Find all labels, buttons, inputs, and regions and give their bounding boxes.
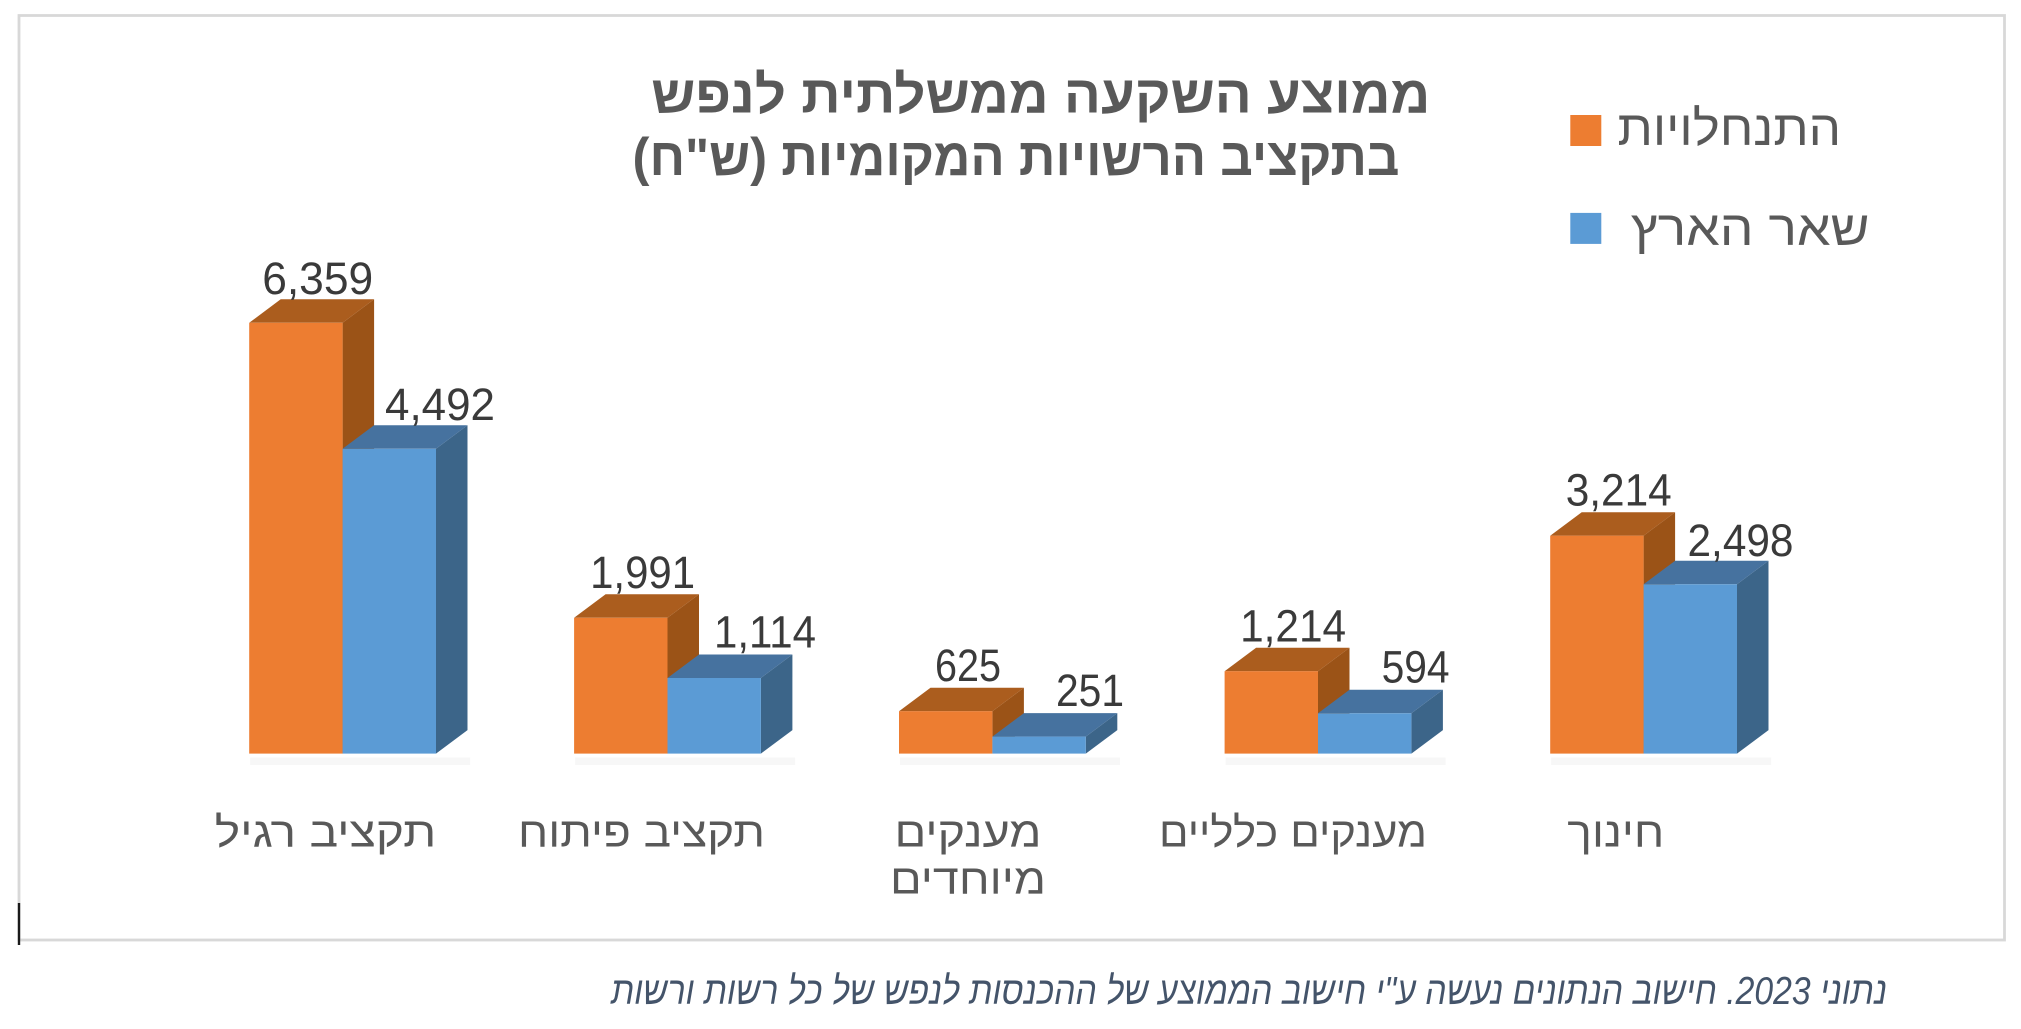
- svg-text:תקציב רגיל: תקציב רגיל: [215, 809, 437, 856]
- svg-text:התנחלויות: התנחלויות: [1618, 102, 1842, 156]
- svg-text:תקציב פיתוח: תקציב פיתוח: [518, 809, 765, 856]
- svg-text:4,492: 4,492: [385, 379, 495, 430]
- svg-text:מיוחדים: מיוחדים: [890, 856, 1046, 903]
- svg-text:שאר הארץ: שאר הארץ: [1631, 202, 1870, 256]
- svg-text:594: 594: [1382, 642, 1450, 693]
- svg-text:625: 625: [935, 640, 1001, 691]
- svg-text:מענקים כלליים: מענקים כלליים: [1159, 809, 1427, 856]
- svg-text:2,498: 2,498: [1688, 515, 1794, 566]
- svg-text:251: 251: [1056, 665, 1124, 716]
- svg-text:נתוני 2023. חישוב הנתונים נעשה: נתוני 2023. חישוב הנתונים נעשה ע"י חישוב…: [610, 970, 1887, 1013]
- svg-text:מענקים: מענקים: [895, 809, 1042, 856]
- svg-text:חינוך: חינוך: [1567, 809, 1664, 856]
- svg-text:1,214: 1,214: [1240, 601, 1346, 652]
- svg-text:1,991: 1,991: [590, 547, 695, 598]
- svg-text:3,214: 3,214: [1566, 465, 1672, 516]
- svg-text:6,359: 6,359: [262, 253, 373, 304]
- svg-text:בתקציב הרשויות המקומיות (ש"ח): בתקציב הרשויות המקומיות (ש"ח): [633, 128, 1400, 187]
- svg-text:ממוצע השקעה ממשלתית לנפש: ממוצע השקעה ממשלתית לנפש: [651, 66, 1430, 125]
- svg-text:1,114: 1,114: [714, 607, 816, 658]
